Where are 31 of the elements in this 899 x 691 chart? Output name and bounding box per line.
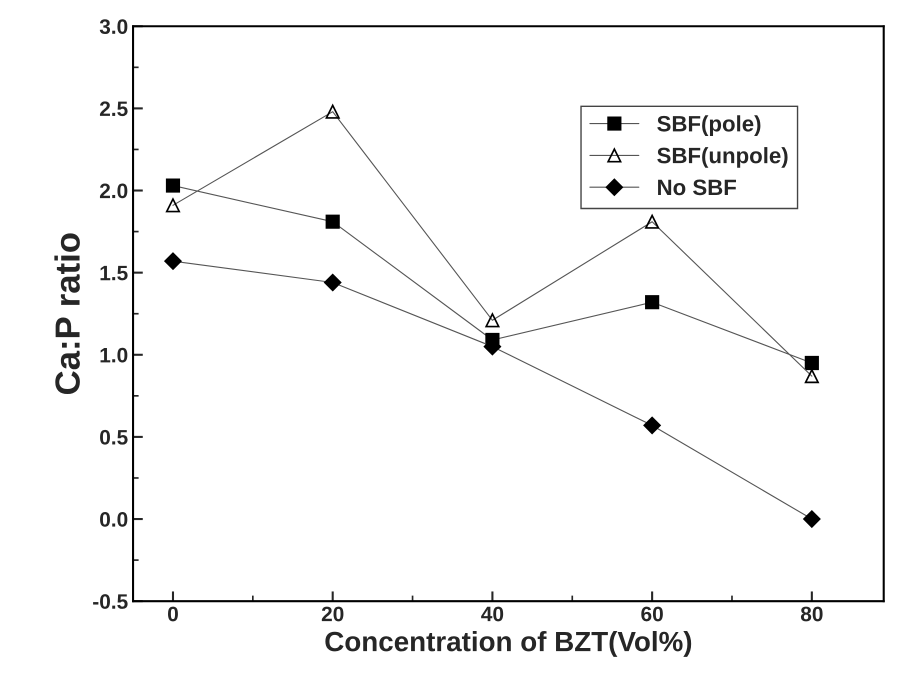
- x-tick-label: 60: [641, 606, 663, 622]
- legend-label: No SBF: [658, 179, 736, 196]
- y-tick-label: 0.5: [100, 430, 128, 445]
- point: [166, 178, 180, 193]
- y-axis-title: Ca:P ratio: [54, 233, 80, 394]
- point: [326, 104, 340, 119]
- point: [643, 416, 661, 434]
- x-tick-label: 40: [481, 606, 504, 622]
- y-tick-label: 2.5: [100, 101, 128, 116]
- point: [326, 214, 340, 229]
- point: [166, 198, 180, 212]
- legend-label: SBF(unpole): [657, 147, 788, 168]
- y-tick-label: 1.0: [100, 348, 128, 363]
- x-tick-label: 0: [168, 606, 178, 622]
- point: [324, 274, 342, 292]
- point: [645, 214, 660, 229]
- y-tick-label: -0.5: [93, 594, 128, 609]
- legend-label: SBF(pole): [657, 115, 760, 136]
- point: [803, 510, 821, 528]
- y-tick-label: 2.0: [100, 184, 128, 198]
- x-tick-label: 20: [322, 606, 344, 622]
- x-axis-title: Concentration of BZT(Vol%): [325, 631, 692, 657]
- point: [485, 313, 500, 328]
- y-tick-label: 3.0: [100, 19, 128, 34]
- point: [804, 356, 819, 370]
- x-tick-label: 80: [800, 606, 823, 622]
- point: [164, 252, 182, 270]
- point: [804, 369, 819, 384]
- y-tick-label: 0.0: [100, 512, 128, 527]
- point: [645, 295, 660, 310]
- y-tick-label: 1.5: [100, 266, 128, 280]
